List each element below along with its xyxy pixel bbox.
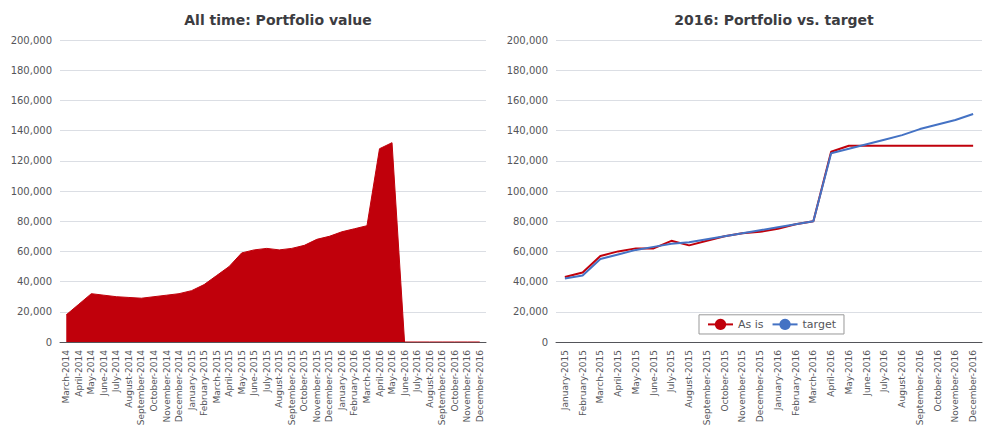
svg-text:January-2015: January-2015 xyxy=(187,350,197,411)
svg-text:September-2015: September-2015 xyxy=(287,350,297,425)
svg-text:March-2014: March-2014 xyxy=(61,350,71,404)
svg-text:100,000: 100,000 xyxy=(507,186,548,197)
svg-text:April-2016: April-2016 xyxy=(826,350,836,397)
svg-text:180,000: 180,000 xyxy=(507,65,548,76)
svg-text:December-2016: December-2016 xyxy=(475,350,485,423)
svg-text:November-2015: November-2015 xyxy=(737,350,747,422)
svg-text:2016: Portfolio vs. target: 2016: Portfolio vs. target xyxy=(674,12,874,28)
svg-text:October-2015: October-2015 xyxy=(299,350,309,412)
svg-text:May-2016: May-2016 xyxy=(387,350,397,395)
svg-text:120,000: 120,000 xyxy=(11,155,52,166)
svg-text:September-2015: September-2015 xyxy=(702,350,712,425)
svg-text:December-2014: December-2014 xyxy=(174,350,184,423)
svg-text:January-2016: January-2016 xyxy=(773,350,783,411)
svg-text:June-2015: June-2015 xyxy=(249,350,259,397)
svg-text:November-2014: November-2014 xyxy=(162,350,172,423)
svg-text:March-2015: March-2015 xyxy=(595,350,605,404)
svg-text:August-2015: August-2015 xyxy=(274,350,284,408)
svg-text:July-2015: July-2015 xyxy=(666,350,676,393)
svg-text:July-2016: July-2016 xyxy=(412,350,422,393)
svg-text:200,000: 200,000 xyxy=(11,35,52,46)
svg-text:December-2015: December-2015 xyxy=(755,350,765,422)
svg-text:April-2016: April-2016 xyxy=(375,350,385,397)
svg-text:January-2015: January-2015 xyxy=(560,350,570,411)
svg-text:May-2016: May-2016 xyxy=(844,350,854,395)
svg-text:August-2016: August-2016 xyxy=(425,350,435,408)
svg-text:October-2014: October-2014 xyxy=(149,350,159,412)
svg-text:April-2015: April-2015 xyxy=(613,350,623,397)
svg-text:target: target xyxy=(803,318,837,331)
svg-text:August-2014: August-2014 xyxy=(124,350,134,408)
svg-text:180,000: 180,000 xyxy=(11,65,52,76)
svg-text:November-2016: November-2016 xyxy=(950,350,960,423)
svg-text:May-2015: May-2015 xyxy=(237,350,247,395)
svg-text:October-2016: October-2016 xyxy=(933,350,943,412)
svg-text:0: 0 xyxy=(46,337,52,348)
svg-text:July-2015: July-2015 xyxy=(262,350,272,393)
svg-text:60,000: 60,000 xyxy=(17,246,52,257)
svg-text:0: 0 xyxy=(542,337,548,348)
svg-text:August-2016: August-2016 xyxy=(897,350,907,408)
svg-text:August-2015: August-2015 xyxy=(684,350,694,408)
svg-text:February-2016: February-2016 xyxy=(349,350,359,416)
svg-text:February-2015: February-2015 xyxy=(578,350,588,416)
svg-text:60,000: 60,000 xyxy=(513,246,548,257)
svg-text:120,000: 120,000 xyxy=(507,155,548,166)
svg-text:April-2015: April-2015 xyxy=(224,350,234,397)
svg-text:March-2016: March-2016 xyxy=(362,350,372,404)
svg-text:160,000: 160,000 xyxy=(11,95,52,106)
svg-text:June-2016: June-2016 xyxy=(400,350,410,397)
svg-text:July-2014: July-2014 xyxy=(111,350,121,393)
svg-text:December-2016: December-2016 xyxy=(968,350,978,423)
svg-text:40,000: 40,000 xyxy=(513,276,548,287)
svg-text:June-2016: June-2016 xyxy=(862,350,872,397)
svg-text:20,000: 20,000 xyxy=(513,306,548,317)
svg-text:February-2015: February-2015 xyxy=(199,350,209,416)
svg-text:July-2016: July-2016 xyxy=(879,350,889,393)
svg-text:October-2016: October-2016 xyxy=(450,350,460,412)
svg-text:20,000: 20,000 xyxy=(17,306,52,317)
svg-text:November-2015: November-2015 xyxy=(312,350,322,422)
svg-text:March-2016: March-2016 xyxy=(808,350,818,404)
svg-text:June-2015: June-2015 xyxy=(649,350,659,397)
svg-text:June-2014: June-2014 xyxy=(99,350,109,397)
svg-text:November-2016: November-2016 xyxy=(462,350,472,423)
svg-text:80,000: 80,000 xyxy=(17,216,52,227)
svg-text:September-2014: September-2014 xyxy=(136,350,146,426)
svg-text:September-2016: September-2016 xyxy=(437,350,447,426)
svg-text:80,000: 80,000 xyxy=(513,216,548,227)
svg-text:September-2016: September-2016 xyxy=(915,350,925,426)
svg-text:April-2014: April-2014 xyxy=(74,350,84,397)
svg-text:As is: As is xyxy=(738,318,764,331)
svg-text:200,000: 200,000 xyxy=(507,35,548,46)
svg-text:All time: Portfolio value: All time: Portfolio value xyxy=(184,12,371,28)
svg-text:February-2016: February-2016 xyxy=(791,350,801,416)
svg-text:140,000: 140,000 xyxy=(507,125,548,136)
svg-text:May-2015: May-2015 xyxy=(631,350,641,395)
svg-text:140,000: 140,000 xyxy=(11,125,52,136)
svg-text:March-2015: March-2015 xyxy=(212,350,222,404)
svg-text:October-2015: October-2015 xyxy=(720,350,730,412)
svg-text:100,000: 100,000 xyxy=(11,186,52,197)
svg-text:May-2014: May-2014 xyxy=(86,350,96,395)
svg-text:40,000: 40,000 xyxy=(17,276,52,287)
svg-text:December-2015: December-2015 xyxy=(324,350,334,422)
svg-text:160,000: 160,000 xyxy=(507,95,548,106)
svg-text:January-2016: January-2016 xyxy=(337,350,347,411)
